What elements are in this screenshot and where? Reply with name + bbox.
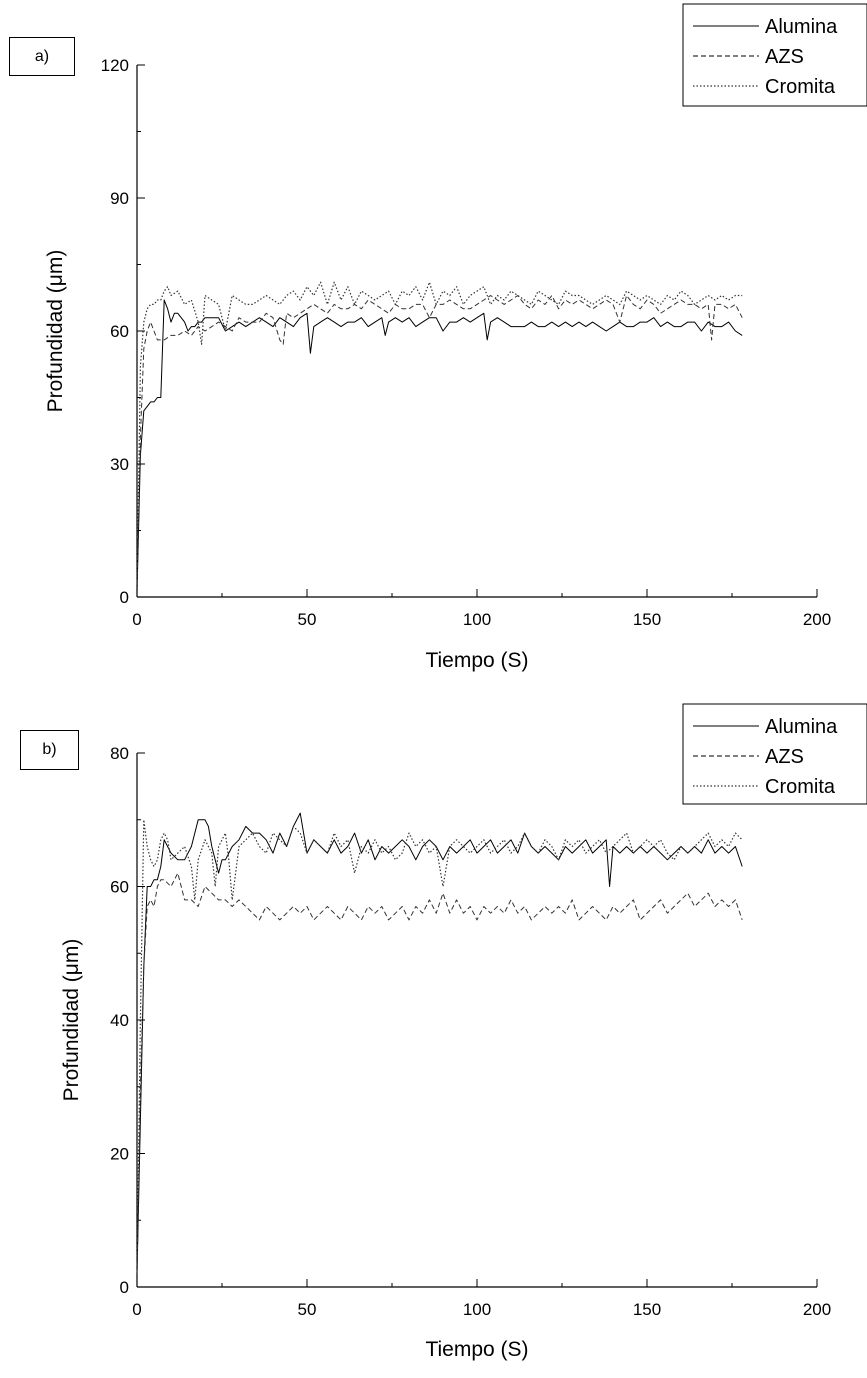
x-axis-label: Tiempo (S): [425, 1338, 528, 1361]
y-tick-label: 0: [120, 588, 129, 607]
y-axis-label: Profundidad (μm): [60, 939, 83, 1102]
chart-a-svg: 0 50 100 150 200 0 30 60 90 120 Tiempo (S) Profundi…: [44, 3, 867, 672]
series-line-alumina: [136, 299, 743, 593]
series-line-azs: [136, 295, 743, 584]
legend-box: [682, 703, 867, 805]
y-tick-label: 60: [110, 322, 129, 341]
legend-label-azs: AZS: [765, 746, 804, 768]
x-tick-label: 150: [633, 610, 661, 629]
x-tick-label: 100: [463, 1300, 491, 1319]
chart-b-svg: 0 50 100 150 200 0 20 40 60 80 Tiempo (S) Profundid…: [60, 703, 867, 1361]
x-tick-label: 200: [803, 610, 831, 629]
series-line-alumina: [136, 812, 743, 1274]
x-tick-label: 150: [633, 1300, 661, 1319]
y-tick-label: 80: [110, 744, 129, 763]
legend-label-azs: AZS: [765, 46, 804, 68]
legend-label-cromita: Cromita: [765, 776, 836, 798]
x-tick-label: 100: [463, 610, 491, 629]
series-line-azs: [136, 872, 743, 1274]
y-axis-label: Profundidad (μm): [44, 250, 67, 413]
chart-panel-a: 0 50 100 150 200 0 30 60 90 120 Tiempo (S) Profundi…: [9, 3, 867, 672]
legend-label-cromita: Cromita: [765, 76, 836, 98]
y-tick-label: 20: [110, 1145, 129, 1164]
x-tick-label: 200: [803, 1300, 831, 1319]
x-axis-label: Tiempo (S): [425, 649, 528, 672]
panel-label-a: a): [9, 37, 75, 76]
y-tick-label: 90: [110, 189, 129, 208]
x-tick-label: 0: [132, 610, 141, 629]
legend-label-alumina: Alumina: [765, 716, 838, 738]
series-line-cromita: [136, 281, 743, 589]
legend-box: [682, 3, 867, 107]
x-tick-label: 50: [298, 1300, 317, 1319]
panel-label-b: b): [20, 730, 79, 770]
y-tick-label: 40: [110, 1011, 129, 1030]
legend-label-alumina: Alumina: [765, 16, 838, 38]
x-tick-label: 0: [132, 1300, 141, 1319]
y-tick-label: 30: [110, 455, 129, 474]
series-line-cromita: [136, 819, 743, 1274]
y-tick-label: 0: [120, 1278, 129, 1297]
x-tick-label: 50: [298, 610, 317, 629]
y-tick-label: 120: [101, 56, 129, 75]
y-tick-label: 60: [110, 878, 129, 897]
chart-panel-b: 0 50 100 150 200 0 20 40 60 80 Tiempo (S) Profundid…: [0, 690, 867, 1378]
